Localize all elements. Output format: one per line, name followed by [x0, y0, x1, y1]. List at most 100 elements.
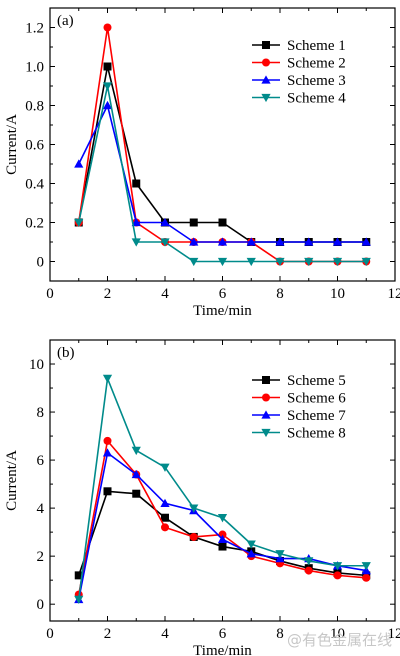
legend-label: Scheme 6 [287, 391, 346, 407]
series-line [77, 451, 367, 600]
data-point [131, 238, 141, 247]
y-tick-label: 2 [37, 549, 45, 565]
x-tick-label: 0 [46, 626, 54, 642]
data-point [74, 159, 84, 168]
legend-label: Scheme 5 [287, 373, 346, 389]
data-point [333, 571, 342, 580]
legend-label: Scheme 3 [287, 73, 346, 89]
data-point [189, 504, 199, 513]
chart-panel-b: 0 2 4 6 8 10 12 0 2 4 6 8 10 Time/min Current/A (b) Sche… [4, 339, 400, 656]
y-tick-label: 8 [37, 405, 45, 421]
x-tick-label: 12 [388, 626, 400, 642]
data-point [361, 237, 371, 246]
data-point [217, 257, 228, 267]
x-tick-label: 0 [46, 286, 54, 302]
x-tick-label: 2 [104, 286, 112, 302]
legend-label: Scheme 7 [287, 408, 346, 424]
data-point [131, 469, 141, 479]
y-tick-label: 0.6 [25, 138, 44, 154]
y-axis-label: Current/A [4, 114, 20, 175]
data-point [332, 237, 343, 246]
data-point [160, 238, 170, 247]
x-tick-label: 6 [219, 626, 227, 642]
data-point [189, 257, 199, 267]
series-scheme-7 [74, 448, 371, 604]
data-point [102, 448, 113, 457]
y-tick-label: 0 [37, 597, 45, 613]
data-point [361, 562, 371, 571]
watermark: @有色金属在线 [286, 631, 392, 649]
legend-label: Scheme 2 [287, 56, 346, 72]
data-point [74, 218, 84, 228]
x-tick-label: 10 [330, 286, 345, 302]
series-scheme-4 [74, 82, 371, 267]
data-point [361, 257, 371, 267]
legend-label: Scheme 4 [287, 91, 346, 107]
x-tick-label: 8 [276, 626, 284, 642]
series-scheme-3 [74, 100, 371, 246]
x-tick-label: 2 [104, 626, 112, 642]
legend-marker [261, 75, 271, 84]
data-point [246, 549, 256, 558]
legend-marker [261, 428, 271, 438]
data-point [275, 550, 285, 559]
y-tick-label: 1.2 [25, 21, 44, 37]
y-tick-label: 4 [37, 501, 45, 517]
data-point [332, 257, 343, 267]
y-axis-label: Current/A [4, 450, 20, 511]
x-tick-label: 6 [219, 286, 227, 302]
data-point [102, 374, 113, 384]
legend-marker [261, 93, 271, 103]
y-tick-label: 0.8 [25, 99, 44, 115]
panel-label: (b) [57, 345, 75, 361]
data-point [131, 217, 141, 227]
y-tick-label: 1.0 [25, 60, 44, 76]
y-tick-label: 0.2 [25, 216, 44, 232]
x-tick-label: 12 [388, 286, 400, 302]
data-point [189, 218, 198, 227]
legend-entry: Scheme 8 [252, 426, 346, 442]
data-point [217, 514, 228, 523]
data-point [160, 463, 170, 472]
data-point [332, 562, 343, 571]
data-point [161, 513, 169, 522]
data-point [304, 557, 314, 566]
data-point [304, 237, 314, 246]
x-axis-label: Time/min [193, 643, 252, 656]
data-point [160, 217, 170, 227]
panel-label: (a) [57, 13, 74, 29]
y-tick-label: 0 [37, 255, 45, 271]
legend-entry: Scheme 6 [252, 391, 346, 407]
data-point [103, 436, 112, 445]
legend-marker [262, 41, 270, 49]
data-point [189, 237, 199, 246]
data-point [103, 23, 112, 32]
data-point [131, 446, 141, 456]
legend-marker [262, 58, 270, 67]
data-point [275, 237, 285, 246]
data-point [103, 487, 112, 496]
x-tick-label: 10 [330, 626, 345, 642]
data-point [275, 257, 285, 267]
legend-entry: Scheme 2 [252, 56, 346, 72]
legend-entry: Scheme 4 [252, 91, 346, 107]
x-tick-label: 4 [161, 286, 169, 302]
legend-entry: Scheme 7 [252, 408, 346, 424]
data-point [218, 542, 227, 551]
data-point [189, 532, 198, 541]
data-point [132, 489, 141, 498]
x-axis-label: Time/min [193, 303, 252, 319]
data-point [217, 237, 228, 246]
legend-entry: Scheme 1 [252, 38, 346, 54]
legend-label: Scheme 8 [287, 426, 346, 442]
legend-entry: Scheme 3 [252, 73, 346, 89]
data-point [304, 566, 313, 575]
legend-label: Scheme 1 [287, 38, 346, 54]
series-scheme-8 [74, 374, 371, 604]
data-point [362, 573, 371, 582]
legend-entry: Scheme 5 [252, 373, 346, 389]
data-point [132, 179, 141, 188]
data-point [217, 534, 228, 544]
data-point [74, 571, 83, 580]
